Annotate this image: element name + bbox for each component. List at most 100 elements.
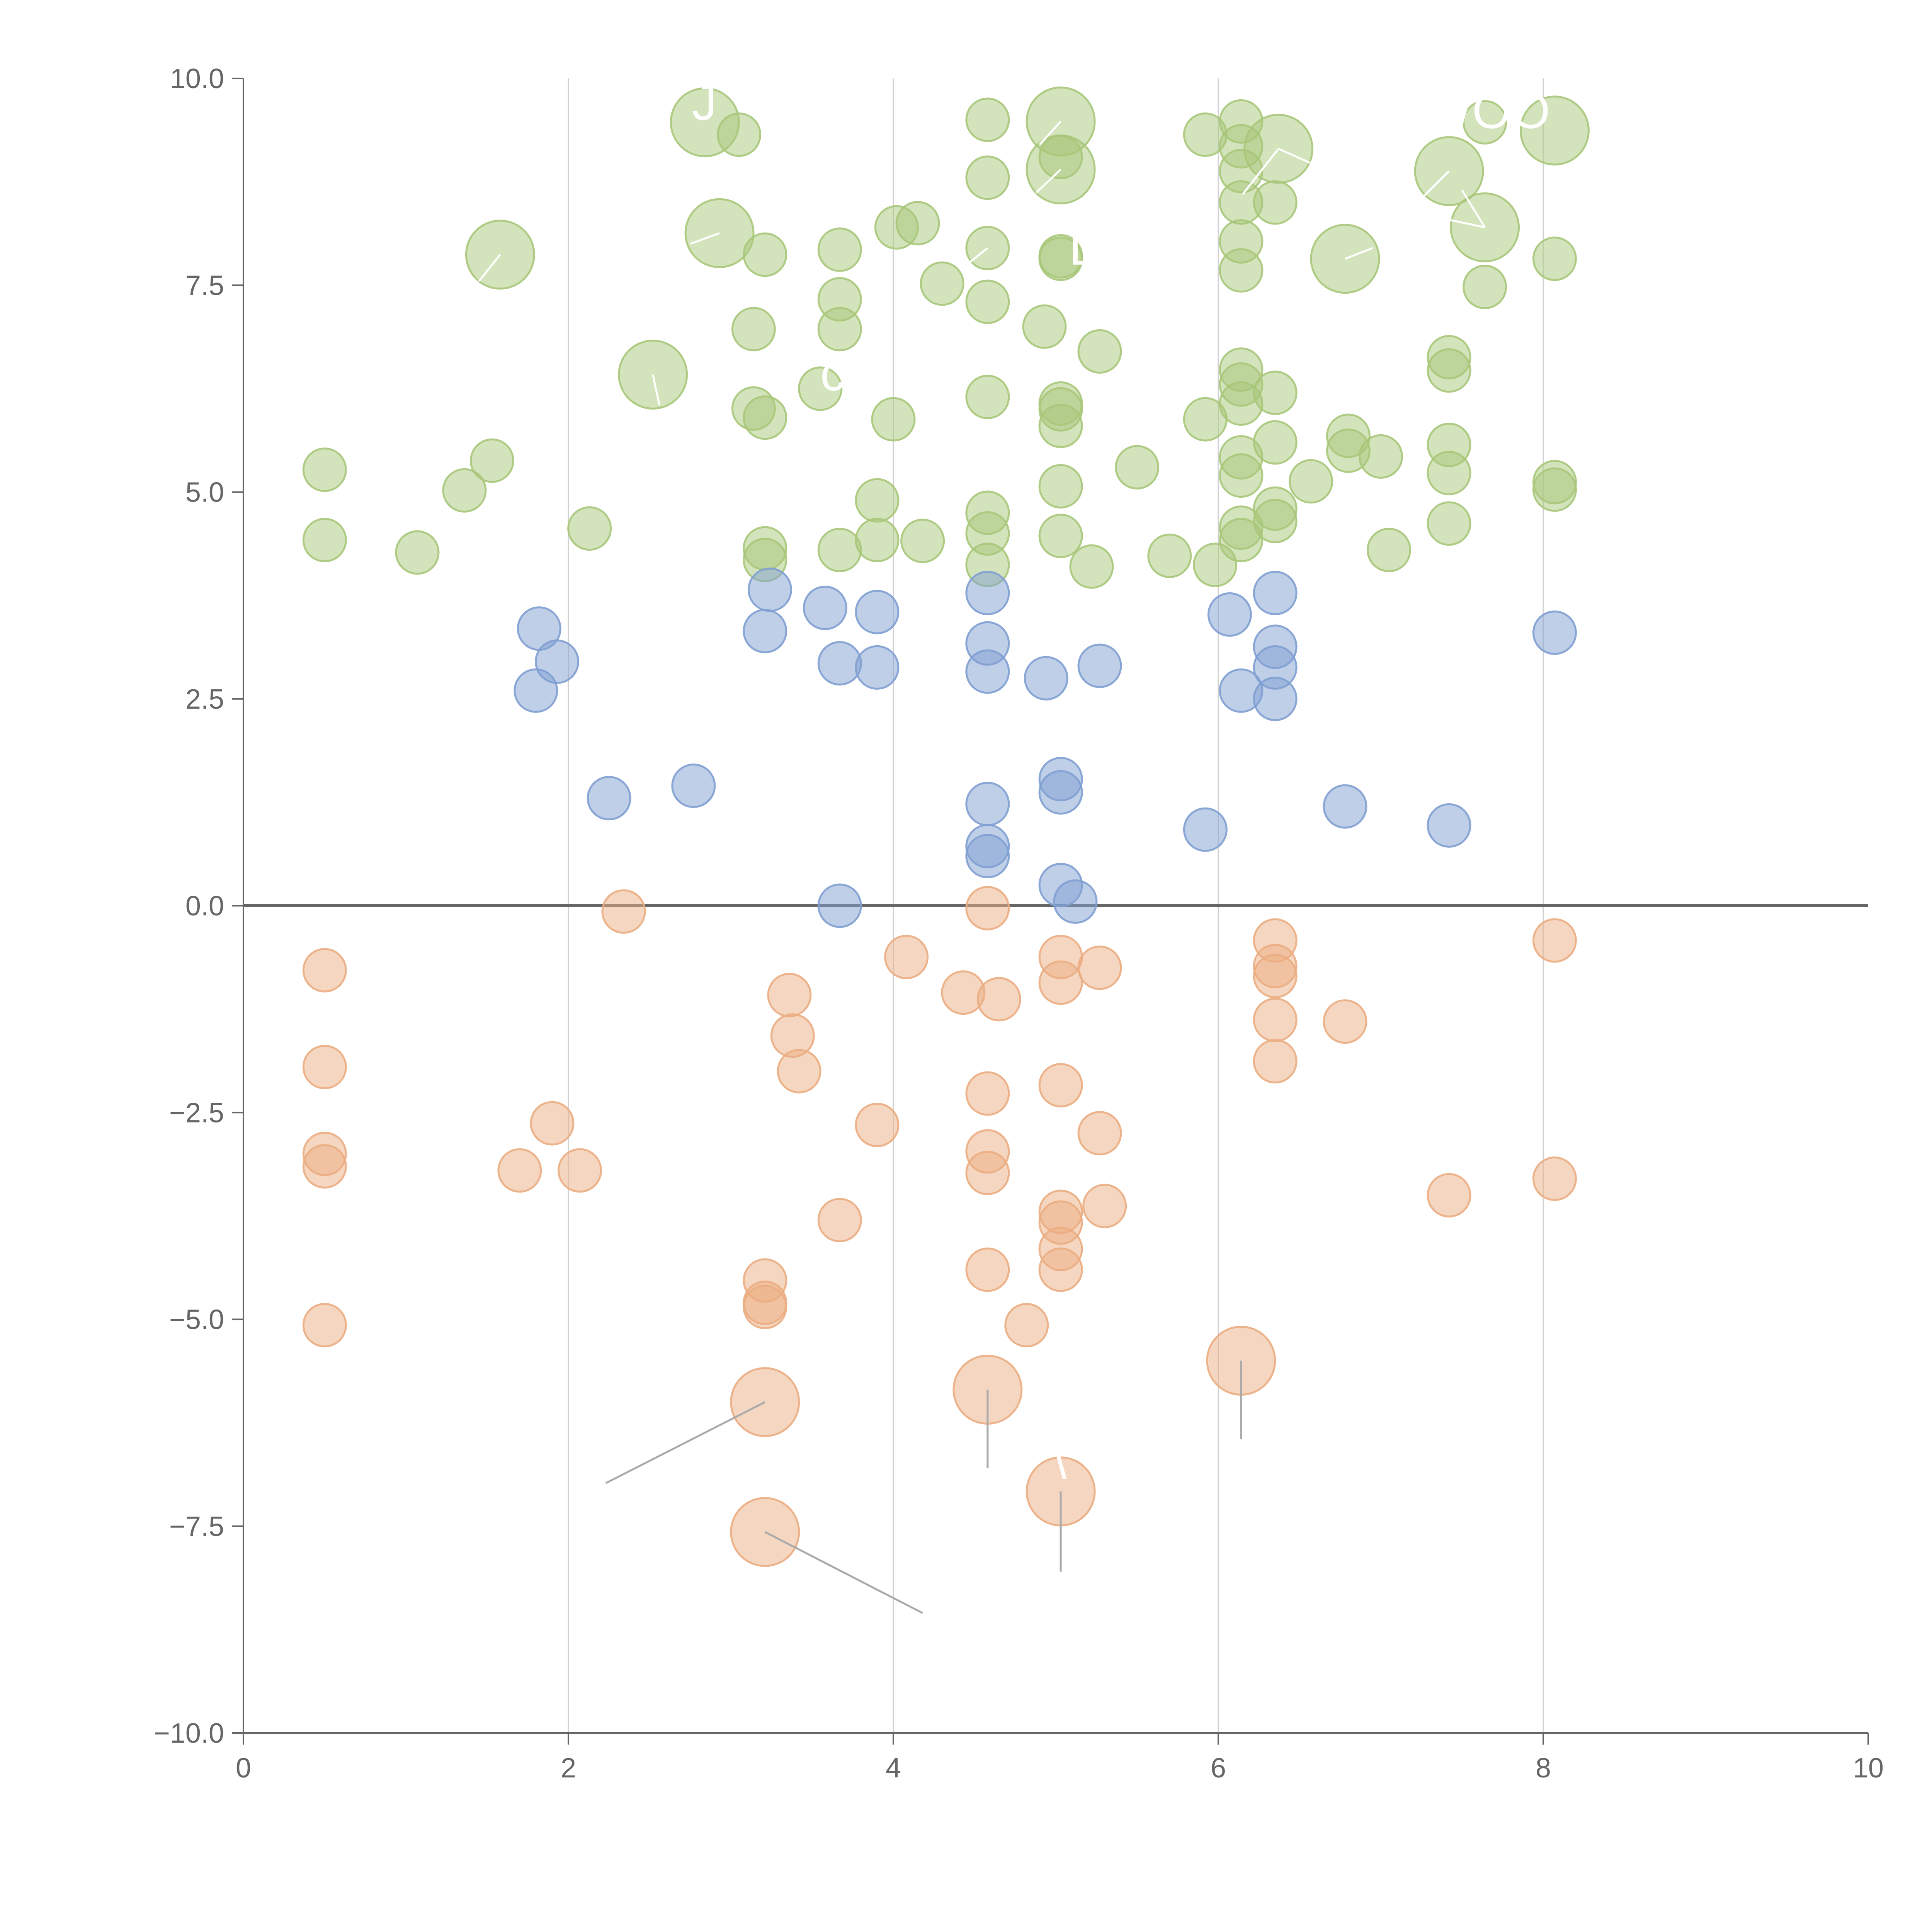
- data-point: [965, 1071, 1010, 1116]
- data-point: [817, 227, 862, 272]
- data-point: [1253, 571, 1298, 616]
- data-point: [1115, 445, 1160, 490]
- data-point: [1082, 1184, 1127, 1228]
- data-point: [1038, 514, 1083, 558]
- leader-line: [478, 254, 501, 282]
- y-tick-label: 7.5: [185, 270, 224, 301]
- data-point: [1183, 807, 1228, 852]
- data-point: [731, 307, 776, 352]
- data-point: [1323, 999, 1367, 1044]
- leader-line: [1242, 148, 1279, 195]
- data-point: [767, 973, 812, 1017]
- data-point: [1519, 95, 1590, 166]
- annotation-label: L: [1069, 219, 1097, 276]
- data-point: [1038, 464, 1083, 509]
- data-point: [803, 585, 847, 630]
- data-point: [1253, 954, 1298, 998]
- data-point: [1038, 134, 1083, 179]
- data-point: [743, 395, 787, 440]
- leader-line: [1345, 247, 1373, 260]
- data-point: [965, 834, 1010, 879]
- axes: 0 2 4 6 8 10 10.0 7.5 5.0 2.5 0.0 −2.5 −5.0 −7.5 −10.0: [154, 63, 1884, 1784]
- data-point: [1147, 533, 1192, 578]
- data-point: [1427, 451, 1471, 495]
- data-point: [743, 232, 787, 277]
- data-point: [1219, 518, 1264, 563]
- data-point: [855, 645, 900, 690]
- data-point: [965, 97, 1010, 142]
- data-point: [1463, 100, 1507, 145]
- data-point: [395, 530, 440, 575]
- data-point: [1024, 656, 1068, 701]
- annotation-label: J: [692, 74, 717, 131]
- data-point: [1077, 329, 1122, 374]
- data-point: [497, 1148, 542, 1193]
- data-point: [1069, 544, 1114, 589]
- data-point: [302, 1044, 347, 1089]
- data-point: [743, 1284, 787, 1329]
- x-tick-label: 4: [886, 1753, 901, 1784]
- data-point: [1253, 180, 1298, 225]
- y-tick-label: −5.0: [169, 1304, 224, 1335]
- x-tick-label: 2: [561, 1753, 576, 1784]
- data-point: [965, 571, 1010, 616]
- leader-line: [605, 1401, 765, 1484]
- data-points: [302, 86, 1590, 1567]
- data-point: [1253, 371, 1298, 415]
- data-point: [920, 261, 964, 306]
- data-point: [1253, 420, 1298, 465]
- y-tick-label: 2.5: [185, 684, 224, 715]
- leader-line: [961, 247, 988, 270]
- data-point: [1532, 467, 1577, 512]
- y-tick-label: −7.5: [169, 1511, 224, 1542]
- data-point: [1427, 501, 1471, 546]
- x-tick-label: 0: [236, 1753, 251, 1784]
- data-point: [1532, 918, 1577, 963]
- data-point: [900, 519, 945, 563]
- data-point: [530, 1101, 575, 1146]
- data-point: [671, 764, 716, 808]
- data-point: [1289, 459, 1333, 504]
- data-point: [1427, 803, 1471, 848]
- data-point: [1004, 1303, 1049, 1347]
- y-tick-label: 5.0: [185, 477, 224, 508]
- data-point: [302, 1144, 347, 1189]
- data-point: [302, 447, 347, 492]
- data-point: [1038, 1247, 1083, 1292]
- x-tick-label: 8: [1536, 1753, 1551, 1784]
- data-point: [855, 478, 900, 523]
- data-point: [817, 883, 862, 928]
- data-point: [1219, 248, 1264, 293]
- annotations: J WOO \ c L: [692, 74, 1550, 1489]
- data-point: [1038, 236, 1083, 281]
- data-point: [469, 438, 514, 483]
- data-point: [743, 609, 787, 653]
- data-point: [965, 649, 1010, 694]
- data-point: [1253, 997, 1298, 1042]
- data-point: [1038, 403, 1083, 448]
- y-tick-label: 0.0: [185, 891, 224, 922]
- data-point: [817, 641, 862, 686]
- data-point: [965, 782, 1010, 827]
- data-point: [302, 948, 347, 993]
- data-point: [855, 518, 900, 563]
- data-point: [817, 307, 862, 352]
- leader-line: [652, 374, 660, 406]
- data-point: [302, 518, 347, 563]
- data-point: [1253, 677, 1298, 721]
- data-point: [1053, 879, 1098, 924]
- data-point: [730, 1367, 800, 1437]
- leader-lines: [478, 121, 1486, 1614]
- data-point: [1253, 498, 1298, 543]
- data-point: [557, 1148, 602, 1193]
- data-point: [1253, 1039, 1298, 1084]
- data-point: [895, 201, 940, 246]
- data-point: [798, 366, 843, 411]
- data-point: [817, 1198, 862, 1243]
- data-point: [871, 397, 916, 442]
- data-point: [965, 279, 1010, 324]
- data-point: [1323, 784, 1367, 829]
- data-point: [567, 506, 612, 551]
- leader-line: [1039, 121, 1061, 145]
